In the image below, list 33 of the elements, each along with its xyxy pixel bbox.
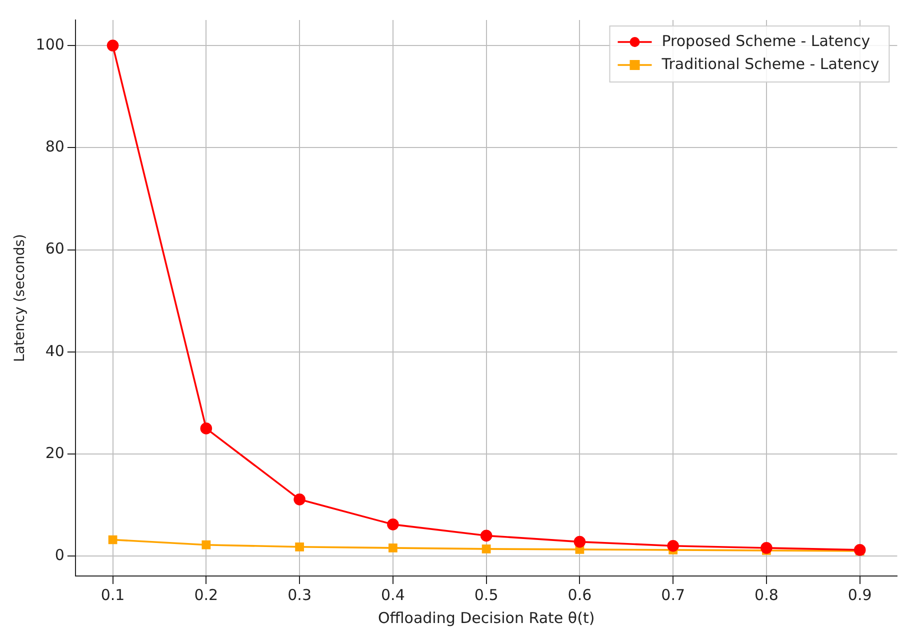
y-axis-title: Latency (seconds) xyxy=(12,234,28,362)
legend-label: Proposed Scheme - Latency xyxy=(662,32,870,50)
y-tick-label: 80 xyxy=(45,138,64,156)
point xyxy=(482,544,491,554)
point xyxy=(108,535,118,544)
x-tick-label: 0.5 xyxy=(474,586,498,604)
point xyxy=(294,494,306,506)
point xyxy=(760,542,772,554)
y-tick-label: 20 xyxy=(45,444,64,462)
point xyxy=(854,544,866,556)
point xyxy=(200,422,212,434)
point xyxy=(387,518,399,530)
point xyxy=(667,540,679,552)
x-tick-label: 0.1 xyxy=(100,586,125,604)
x-tick-label: 0.9 xyxy=(848,586,872,604)
y-tick-label: 60 xyxy=(45,240,64,258)
point xyxy=(202,540,211,550)
point xyxy=(295,542,304,552)
y-tick-label: 0 xyxy=(54,546,64,564)
y-tick-label: 40 xyxy=(45,342,64,360)
x-tick-label: 0.6 xyxy=(568,586,592,604)
legend-label: Traditional Scheme - Latency xyxy=(660,54,880,73)
x-tick-label: 0.2 xyxy=(194,586,218,604)
point xyxy=(480,530,492,542)
x-tick-label: 0.7 xyxy=(661,586,686,604)
point xyxy=(574,536,586,548)
y-tick-label: 100 xyxy=(36,35,64,54)
x-axis-title: Offloading Decision Rate θ(t) xyxy=(378,608,595,627)
x-tick-label: 0.4 xyxy=(381,586,405,604)
x-tick-label: 0.8 xyxy=(754,586,778,604)
point xyxy=(388,543,398,552)
point xyxy=(106,40,119,52)
x-tick-label: 0.3 xyxy=(288,586,312,604)
